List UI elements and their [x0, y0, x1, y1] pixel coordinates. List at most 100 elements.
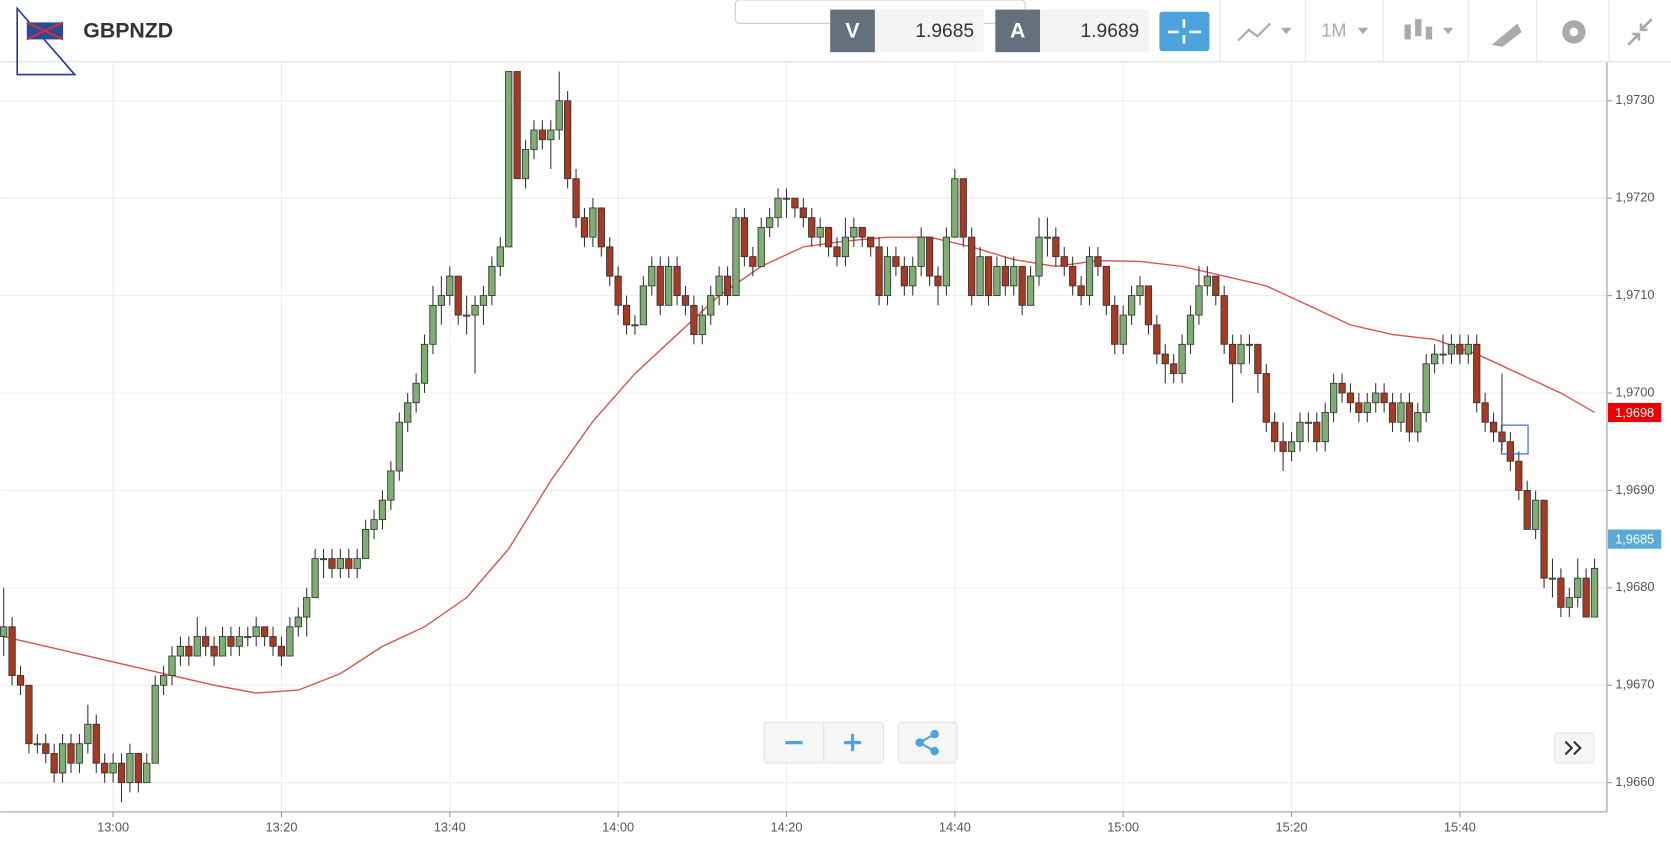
- candle-body: [1001, 265, 1009, 287]
- candle-body: [1397, 402, 1405, 423]
- candle-body: [1077, 285, 1085, 297]
- candle-body: [8, 626, 16, 676]
- candle-body: [126, 753, 134, 784]
- x-tick-label: 14:00: [602, 819, 634, 834]
- candle-body: [1557, 577, 1565, 608]
- candle-body: [698, 314, 706, 335]
- candle-body: [564, 100, 572, 180]
- candle-body: [33, 743, 41, 746]
- candle-body: [210, 645, 218, 657]
- candle-body: [1431, 353, 1439, 365]
- candle-body: [530, 129, 538, 150]
- candle-body: [67, 743, 75, 764]
- candle-body: [951, 178, 959, 238]
- candle-body: [1094, 256, 1102, 267]
- scroll-end-button[interactable]: [1554, 732, 1595, 764]
- candle-body: [959, 178, 967, 238]
- candle-body: [496, 246, 504, 267]
- candle-body: [1565, 597, 1573, 608]
- candle-body: [0, 626, 8, 637]
- candle-body: [1582, 577, 1590, 618]
- candle-body: [1532, 499, 1540, 530]
- candle-body: [1287, 441, 1296, 452]
- candle-body: [479, 295, 488, 306]
- candle-body: [345, 558, 353, 569]
- candle-body: [1228, 343, 1237, 365]
- ask-box[interactable]: [1040, 9, 1149, 53]
- candle-body: [1254, 343, 1262, 374]
- chart-type-icon[interactable]: [1237, 22, 1271, 42]
- candle-body: [1363, 402, 1371, 413]
- candle-body: [1195, 285, 1203, 316]
- y-tick-label: 1,9720: [1615, 190, 1654, 205]
- x-tick-label: 13:40: [434, 819, 466, 834]
- collapse-icon[interactable]: [1627, 18, 1653, 46]
- candle-body: [395, 421, 403, 472]
- candle-body: [580, 217, 589, 238]
- y-tick-label: 1,9660: [1615, 774, 1654, 789]
- candle-body: [378, 499, 387, 521]
- y-tick-label: 1,9670: [1615, 677, 1654, 692]
- bid-box[interactable]: [874, 9, 984, 53]
- candle-body: [732, 217, 740, 297]
- timeframe[interactable]: 1M: [1321, 21, 1346, 41]
- candle-body: [749, 256, 757, 267]
- candle-body: [757, 226, 765, 267]
- candle-body: [244, 636, 252, 639]
- candle-body: [1085, 256, 1094, 297]
- candle-body: [867, 236, 875, 248]
- candle-body: [665, 265, 673, 306]
- selection-box: [1500, 424, 1529, 455]
- crosshair-button[interactable]: [1159, 11, 1210, 52]
- price-tag: [1607, 402, 1662, 423]
- candle-body: [673, 265, 681, 297]
- candle-body: [1506, 441, 1515, 462]
- candle-body: [319, 558, 328, 561]
- share-button[interactable]: [897, 721, 958, 764]
- price-tag-label: 1,9685: [1615, 532, 1654, 547]
- candle-body: [1119, 314, 1127, 345]
- candle-body: [353, 558, 361, 569]
- candle-body: [84, 723, 92, 745]
- candle-body: [202, 636, 210, 647]
- candle-body: [134, 753, 142, 784]
- grid: [0, 61, 1607, 812]
- candle-body: [858, 226, 866, 238]
- candle-body: [1346, 392, 1355, 404]
- candle-body: [260, 626, 269, 637]
- candle-body: [412, 382, 420, 404]
- candle-body: [597, 207, 605, 248]
- candle-body: [639, 285, 648, 326]
- candle-body: [909, 265, 917, 287]
- x-tick-label: 14:40: [939, 819, 971, 834]
- candle-body: [1060, 256, 1068, 267]
- candle-body: [782, 197, 791, 200]
- candle-body: [589, 207, 597, 238]
- candle-body: [176, 645, 185, 657]
- candle-body: [1355, 402, 1363, 413]
- candle-body: [168, 655, 176, 676]
- candle-body: [723, 275, 732, 297]
- draw-icon[interactable]: [1491, 23, 1522, 47]
- candle-body: [774, 197, 782, 219]
- candle-body: [1186, 314, 1195, 345]
- candle-body: [917, 236, 925, 267]
- candle-body: [1388, 402, 1397, 423]
- candle-body: [606, 246, 614, 277]
- candle-body: [799, 207, 807, 219]
- candles-icon[interactable]: [1404, 19, 1433, 40]
- candle-body: [1153, 324, 1161, 355]
- candle-body: [900, 265, 908, 287]
- candle-body: [833, 246, 841, 258]
- candle-body: [420, 343, 429, 384]
- candle-body: [968, 236, 976, 297]
- zoom-in[interactable]: [844, 734, 862, 752]
- moving-average-layer: [3, 236, 1595, 694]
- candle-body: [1313, 421, 1321, 443]
- candle-body: [1338, 382, 1346, 394]
- candle-body: [740, 217, 749, 258]
- candle-body: [277, 645, 286, 657]
- candle-body: [648, 265, 656, 287]
- candle-body: [1321, 412, 1329, 443]
